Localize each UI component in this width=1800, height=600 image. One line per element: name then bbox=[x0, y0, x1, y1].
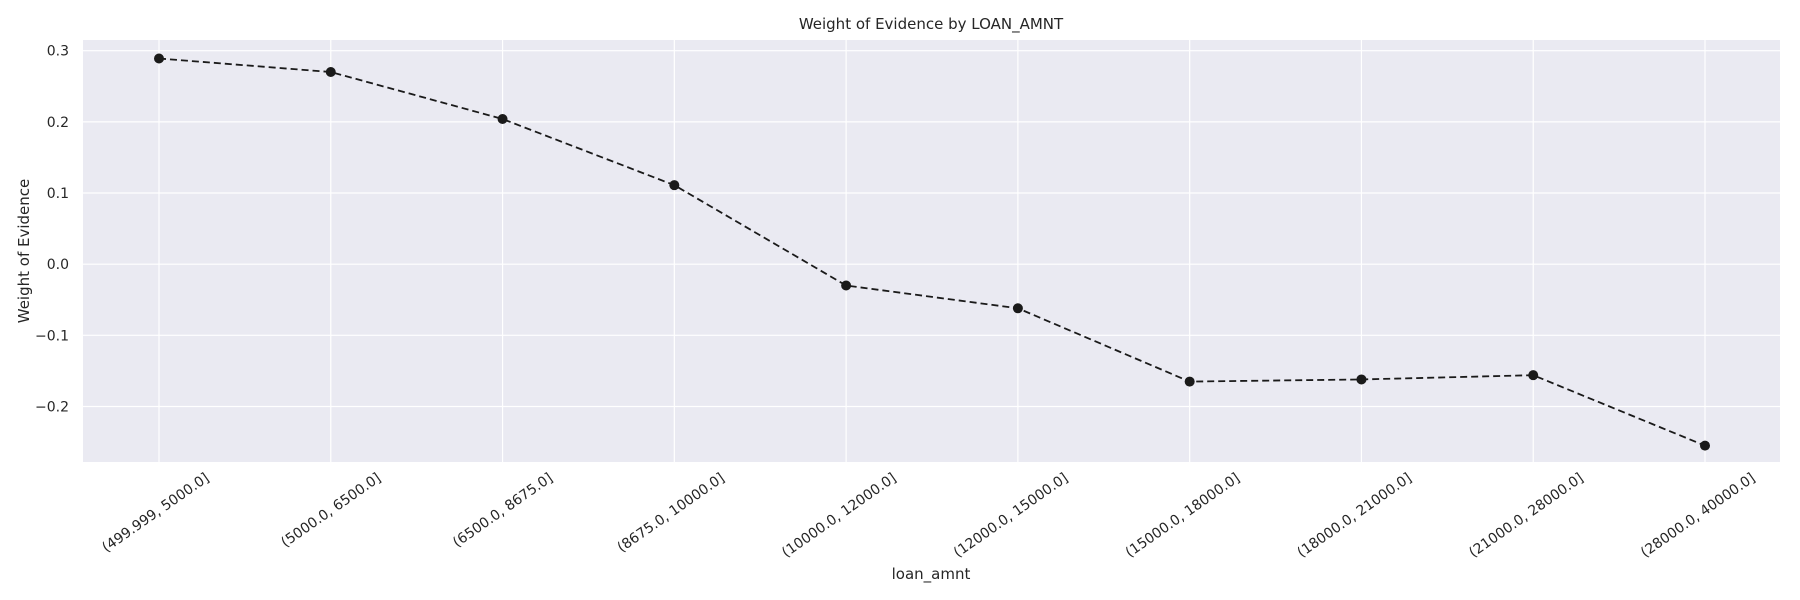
x-axis-ticks: (499.999, 5000.0] (5000.0, 6500.0] (6500.0… bbox=[99, 470, 1758, 561]
x-tick-label: (499.999, 5000.0] bbox=[99, 470, 212, 556]
data-point bbox=[1356, 374, 1367, 385]
y-tick-label: −0.1 bbox=[35, 328, 69, 344]
x-tick-label: (10000.0, 12000.0] bbox=[779, 470, 899, 561]
x-tick-label: (28000.0, 40000.0] bbox=[1638, 470, 1758, 561]
x-tick-label: (8675.0, 10000.0] bbox=[615, 470, 728, 556]
x-tick-label: (15000.0, 18000.0] bbox=[1123, 470, 1243, 561]
x-tick-label: (18000.0, 21000.0] bbox=[1294, 470, 1414, 561]
y-axis-ticks: −0.2 −0.1 0.0 0.1 0.2 0.3 bbox=[35, 44, 69, 416]
plot-area bbox=[83, 40, 1780, 462]
y-tick-label: −0.2 bbox=[35, 399, 69, 415]
data-point bbox=[1700, 440, 1710, 451]
x-tick-label: (6500.0, 8675.0] bbox=[450, 470, 556, 551]
x-tick-label: (21000.0, 28000.0] bbox=[1466, 470, 1586, 561]
data-point bbox=[497, 113, 508, 124]
data-point bbox=[154, 53, 164, 64]
series-layer bbox=[154, 53, 1710, 451]
x-axis-label: loan_amnt bbox=[892, 565, 971, 584]
data-point bbox=[841, 280, 852, 291]
data-point bbox=[1528, 370, 1539, 381]
data-point bbox=[1184, 376, 1195, 387]
y-tick-label: 0.0 bbox=[47, 257, 69, 273]
chart-title: Weight of Evidence by LOAN_AMNT bbox=[799, 15, 1064, 34]
series-line bbox=[158, 57, 1706, 447]
data-point bbox=[1012, 303, 1023, 314]
y-axis-label: Weight of Evidence bbox=[15, 179, 33, 324]
y-tick-label: 0.2 bbox=[47, 115, 69, 131]
grid bbox=[83, 40, 1780, 462]
y-tick-label: 0.1 bbox=[47, 186, 69, 202]
data-point bbox=[325, 67, 336, 78]
data-point bbox=[669, 180, 680, 191]
x-tick-label: (12000.0, 15000.0] bbox=[951, 470, 1071, 561]
x-tick-label: (5000.0, 6500.0] bbox=[278, 470, 384, 551]
y-tick-label: 0.3 bbox=[47, 44, 69, 60]
